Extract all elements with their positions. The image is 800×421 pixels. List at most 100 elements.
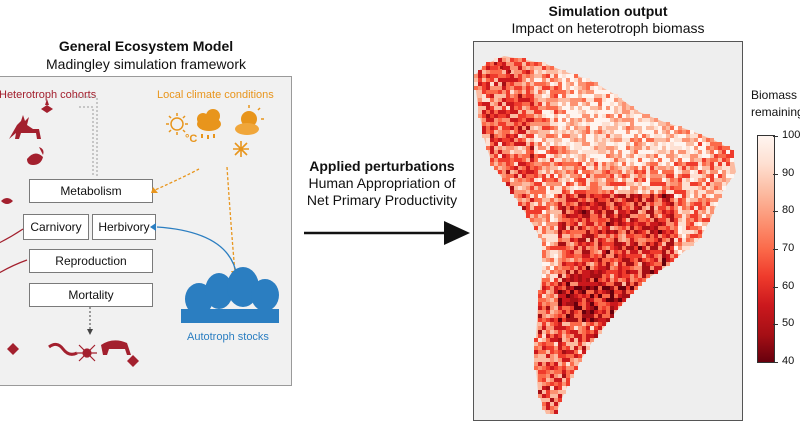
heatmap-cell [622, 138, 626, 142]
heatmap-cell [534, 118, 538, 122]
heatmap-cell [702, 218, 706, 222]
heatmap-cell [562, 158, 566, 162]
heatmap-cell [594, 98, 598, 102]
heatmap-cell [674, 254, 678, 258]
heatmap-cell [678, 198, 682, 202]
heterotroph-connector [79, 106, 94, 177]
heatmap-cell [518, 98, 522, 102]
heatmap-cell [526, 98, 530, 102]
heatmap-cell [554, 362, 558, 366]
heatmap-cell [522, 82, 526, 86]
heatmap-cell [502, 142, 506, 146]
heatmap-cell [586, 194, 590, 198]
heatmap-cell [614, 262, 618, 266]
heatmap-cell [570, 206, 574, 210]
heatmap-cell [618, 178, 622, 182]
heatmap-cell [658, 218, 662, 222]
heatmap-cell [486, 102, 490, 106]
heatmap-cell [658, 134, 662, 138]
heatmap-cell [542, 106, 546, 110]
heatmap-cell [682, 206, 686, 210]
heatmap-cell [694, 234, 698, 238]
heatmap-cell [578, 102, 582, 106]
heatmap-cell [562, 338, 566, 342]
heatmap-cell [614, 222, 618, 226]
heatmap-cell [678, 218, 682, 222]
heatmap-cell [622, 238, 626, 242]
heatmap-cell [542, 258, 546, 262]
heatmap-cell [618, 222, 622, 226]
heatmap-cell [642, 218, 646, 222]
heatmap-cell [594, 174, 598, 178]
heatmap-cell [554, 254, 558, 258]
heatmap-cell [654, 138, 658, 142]
heatmap-cell [514, 110, 518, 114]
perturbation-heading: Applied perturbations [309, 158, 455, 174]
heatmap-cell [558, 242, 562, 246]
heatmap-cell [558, 150, 562, 154]
heatmap-cell [534, 206, 538, 210]
heatmap-cell [618, 138, 622, 142]
heatmap-cell [538, 302, 542, 306]
heatmap-cell [626, 118, 630, 122]
heatmap-cell [650, 166, 654, 170]
biomass-heatmap [474, 56, 736, 414]
heatmap-cell [638, 130, 642, 134]
heatmap-cell [662, 166, 666, 170]
heatmap-cell [506, 146, 510, 150]
heatmap-cell [590, 126, 594, 130]
heatmap-cell [610, 210, 614, 214]
heatmap-cell [550, 146, 554, 150]
heatmap-cell [702, 174, 706, 178]
heatmap-cell [574, 282, 578, 286]
heatmap-cell [694, 150, 698, 154]
heatmap-cell [494, 166, 498, 170]
heatmap-cell [614, 250, 618, 254]
heatmap-cell [514, 122, 518, 126]
heatmap-cell [682, 214, 686, 218]
heatmap-cell [550, 158, 554, 162]
heatmap-cell [546, 274, 550, 278]
heatmap-cell [558, 394, 562, 398]
heatmap-cell [550, 358, 554, 362]
heatmap-cell [590, 86, 594, 90]
heatmap-cell [578, 314, 582, 318]
heatmap-cell [562, 322, 566, 326]
heatmap-cell [594, 290, 598, 294]
heatmap-cell [570, 278, 574, 282]
heatmap-cell [686, 174, 690, 178]
heatmap-cell [562, 310, 566, 314]
heatmap-cell [574, 218, 578, 222]
heatmap-cell [594, 294, 598, 298]
heatmap-cell [606, 198, 610, 202]
heatmap-cell [558, 194, 562, 198]
heatmap-cell [538, 310, 542, 314]
heatmap-cell [550, 334, 554, 338]
heatmap-cell [574, 290, 578, 294]
heatmap-cell [610, 238, 614, 242]
heatmap-cell [678, 174, 682, 178]
heatmap-cell [658, 210, 662, 214]
heatmap-cell [578, 94, 582, 98]
heatmap-cell [594, 238, 598, 242]
heatmap-cell [538, 94, 542, 98]
heatmap-cell [570, 222, 574, 226]
heatmap-cell [602, 298, 606, 302]
heatmap-cell [686, 166, 690, 170]
heatmap-cell [578, 338, 582, 342]
heatmap-cell [542, 146, 546, 150]
heatmap-cell [686, 206, 690, 210]
heatmap-cell [530, 194, 534, 198]
heatmap-cell [486, 94, 490, 98]
heatmap-cell [666, 210, 670, 214]
heatmap-cell [650, 182, 654, 186]
heatmap-cell [682, 166, 686, 170]
heatmap-cell [630, 150, 634, 154]
heatmap-cell [558, 370, 562, 374]
heatmap-cell [546, 218, 550, 222]
heatmap-cell [582, 194, 586, 198]
heatmap-cell [626, 278, 630, 282]
heatmap-cell [714, 186, 718, 190]
heatmap-cell [618, 270, 622, 274]
heatmap-cell [570, 214, 574, 218]
